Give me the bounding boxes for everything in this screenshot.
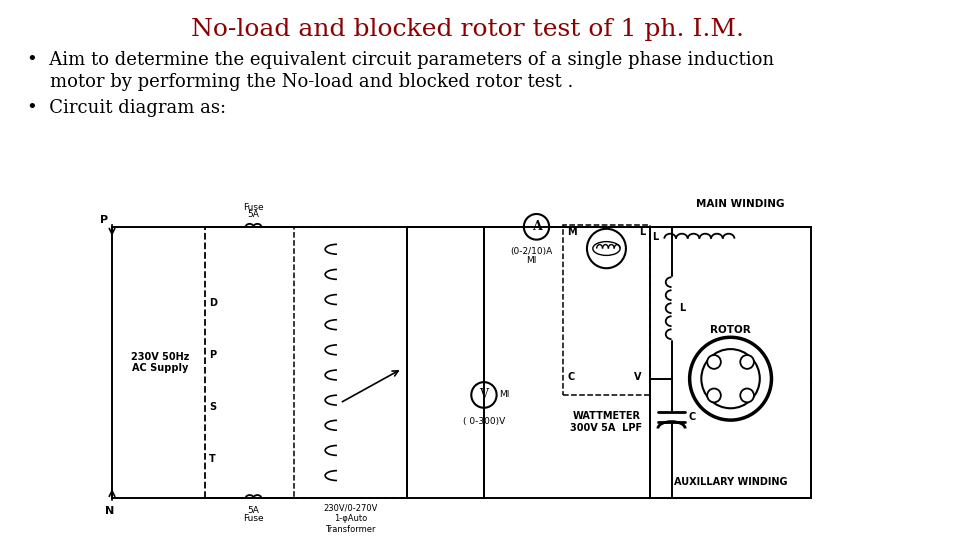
Text: •  Circuit diagram as:: • Circuit diagram as: <box>27 99 227 117</box>
Text: 230V/0-270V
1-φAuto
Transformer: 230V/0-270V 1-φAuto Transformer <box>324 504 377 534</box>
Text: MI: MI <box>499 390 510 400</box>
Text: L: L <box>639 227 646 237</box>
Text: WATTMETER
300V 5A  LPF: WATTMETER 300V 5A LPF <box>570 411 642 433</box>
Circle shape <box>702 349 759 408</box>
Text: motor by performing the No-load and blocked rotor test .: motor by performing the No-load and bloc… <box>27 73 574 91</box>
Text: T: T <box>209 454 216 464</box>
Text: L: L <box>680 303 685 313</box>
Text: M: M <box>567 227 577 237</box>
Text: AUXILLARY WINDING: AUXILLARY WINDING <box>674 477 787 487</box>
FancyBboxPatch shape <box>564 225 650 395</box>
Text: Fuse: Fuse <box>243 203 264 212</box>
Text: A: A <box>532 220 541 233</box>
Text: ( 0-300)V: ( 0-300)V <box>463 417 505 426</box>
Text: •  Aim to determine the equivalent circuit parameters of a single phase inductio: • Aim to determine the equivalent circui… <box>27 51 775 69</box>
Text: No-load and blocked rotor test of 1 ph. I.M.: No-load and blocked rotor test of 1 ph. … <box>191 18 744 40</box>
Text: 5A: 5A <box>248 210 259 219</box>
Circle shape <box>689 338 772 420</box>
Text: D: D <box>209 298 217 308</box>
Ellipse shape <box>593 241 620 255</box>
Circle shape <box>708 388 721 402</box>
Text: 230V 50Hz
AC Supply: 230V 50Hz AC Supply <box>132 352 190 373</box>
Circle shape <box>708 355 721 369</box>
Text: P: P <box>209 350 216 360</box>
FancyBboxPatch shape <box>294 227 407 498</box>
Text: V: V <box>479 388 489 401</box>
Text: (0-2/10)A: (0-2/10)A <box>511 247 553 255</box>
Text: MAIN WINDING: MAIN WINDING <box>696 199 784 209</box>
Circle shape <box>740 355 754 369</box>
Circle shape <box>524 214 549 240</box>
Text: MI: MI <box>526 256 537 265</box>
Text: 5A: 5A <box>248 506 259 515</box>
Circle shape <box>587 229 626 268</box>
Text: ROTOR: ROTOR <box>710 325 751 335</box>
Circle shape <box>471 382 496 408</box>
Text: C: C <box>688 411 695 422</box>
Text: V: V <box>635 372 642 382</box>
Text: N: N <box>106 506 114 516</box>
Text: L: L <box>652 232 658 242</box>
Text: Fuse: Fuse <box>243 514 264 523</box>
Circle shape <box>740 388 754 402</box>
Text: P: P <box>100 215 108 225</box>
Text: C: C <box>567 372 574 382</box>
Text: S: S <box>209 402 216 412</box>
